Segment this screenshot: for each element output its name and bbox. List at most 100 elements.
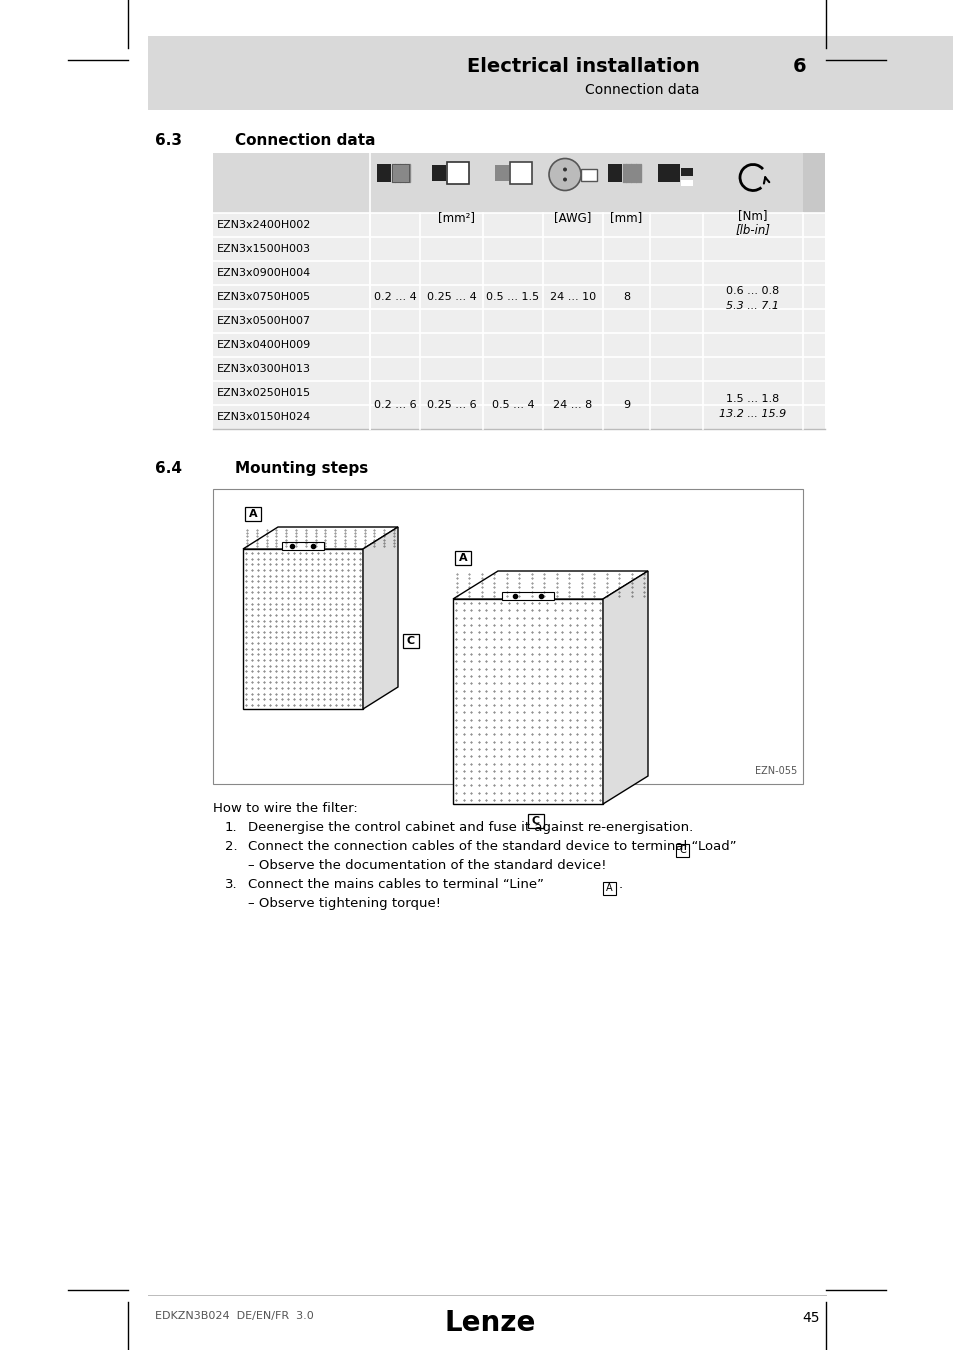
Polygon shape xyxy=(639,163,640,181)
Text: 0.2 ... 6: 0.2 ... 6 xyxy=(374,400,416,410)
Bar xyxy=(245,508,261,521)
Text: C: C xyxy=(407,636,415,647)
Text: EZN3x2400H002: EZN3x2400H002 xyxy=(216,220,311,230)
Text: 13.2 ... 15.9: 13.2 ... 15.9 xyxy=(719,409,786,418)
Bar xyxy=(447,162,469,184)
Bar xyxy=(213,309,824,333)
Text: – Observe the documentation of the standard device!: – Observe the documentation of the stand… xyxy=(248,859,606,872)
Text: C: C xyxy=(679,845,685,855)
Text: Connection data: Connection data xyxy=(234,134,375,148)
Bar xyxy=(213,261,824,285)
Polygon shape xyxy=(394,163,395,181)
Polygon shape xyxy=(396,163,398,181)
Polygon shape xyxy=(602,571,647,805)
Text: 1.5 ... 1.8: 1.5 ... 1.8 xyxy=(725,394,779,404)
Text: 8: 8 xyxy=(622,292,629,302)
Text: EZN3x0900H004: EZN3x0900H004 xyxy=(216,269,311,278)
Text: C: C xyxy=(532,815,539,826)
Text: A: A xyxy=(458,554,467,563)
Polygon shape xyxy=(401,163,403,181)
Text: 24 ... 8: 24 ... 8 xyxy=(553,400,592,410)
Bar xyxy=(501,593,554,599)
Bar xyxy=(213,405,824,429)
Bar xyxy=(243,549,363,709)
Bar xyxy=(658,163,679,181)
Text: 0.25 ... 6: 0.25 ... 6 xyxy=(426,400,476,410)
Circle shape xyxy=(562,167,566,171)
Bar xyxy=(495,165,509,181)
Text: A: A xyxy=(605,883,612,892)
Text: EZN-055: EZN-055 xyxy=(754,765,796,776)
Text: [Nm]: [Nm] xyxy=(738,209,767,221)
Bar xyxy=(510,162,532,184)
Text: How to wire the filter:: How to wire the filter: xyxy=(213,802,357,815)
Text: 6.4: 6.4 xyxy=(154,460,182,477)
Text: EZN3x1500H003: EZN3x1500H003 xyxy=(216,244,311,254)
Polygon shape xyxy=(632,163,634,181)
Polygon shape xyxy=(622,163,624,181)
Bar xyxy=(676,844,688,857)
Text: 0.5 ... 1.5: 0.5 ... 1.5 xyxy=(486,292,539,302)
Polygon shape xyxy=(392,163,393,181)
Bar xyxy=(213,213,824,238)
Text: 0.2 ... 4: 0.2 ... 4 xyxy=(374,292,416,302)
Bar xyxy=(213,381,824,405)
Text: EZN3x0400H009: EZN3x0400H009 xyxy=(216,340,311,350)
Text: EZN3x0300H013: EZN3x0300H013 xyxy=(216,364,311,374)
Text: Connect the mains cables to terminal “Line”: Connect the mains cables to terminal “Li… xyxy=(248,878,543,891)
Text: 0.6 ... 0.8: 0.6 ... 0.8 xyxy=(725,286,779,296)
Bar xyxy=(432,165,446,181)
Polygon shape xyxy=(635,163,636,181)
Text: 1.: 1. xyxy=(225,821,237,834)
Text: Deenergise the control cabinet and fuse it against re-energisation.: Deenergise the control cabinet and fuse … xyxy=(248,821,693,834)
Bar xyxy=(213,238,824,261)
Text: 2.: 2. xyxy=(225,840,237,853)
Text: 45: 45 xyxy=(801,1311,820,1324)
Text: .: . xyxy=(618,878,622,891)
Bar xyxy=(392,163,409,181)
Bar xyxy=(213,489,802,784)
Text: [mm²]: [mm²] xyxy=(437,211,475,224)
Bar xyxy=(213,285,824,309)
Text: Mounting steps: Mounting steps xyxy=(234,460,368,477)
Text: 6: 6 xyxy=(792,57,806,76)
Bar xyxy=(213,333,824,356)
Polygon shape xyxy=(409,163,410,181)
Bar xyxy=(453,599,602,805)
Bar xyxy=(282,541,324,549)
Text: 0.5 ... 4: 0.5 ... 4 xyxy=(491,400,534,410)
Bar xyxy=(402,634,418,648)
Bar xyxy=(680,167,692,176)
Text: 6.3: 6.3 xyxy=(154,134,182,148)
Text: A: A xyxy=(249,509,257,518)
Polygon shape xyxy=(625,163,626,181)
Bar xyxy=(148,36,953,109)
Text: EZN3x0750H005: EZN3x0750H005 xyxy=(216,292,311,302)
Bar xyxy=(680,180,692,185)
Text: Lenze: Lenze xyxy=(444,1310,536,1336)
Circle shape xyxy=(548,158,580,190)
Text: Connection data: Connection data xyxy=(585,82,700,97)
Bar xyxy=(455,551,471,566)
Text: – Observe tightening torque!: – Observe tightening torque! xyxy=(248,896,440,910)
Polygon shape xyxy=(627,163,629,181)
Polygon shape xyxy=(399,163,400,181)
Text: [AWG]: [AWG] xyxy=(554,211,591,224)
Bar xyxy=(376,163,391,181)
Bar xyxy=(602,882,616,895)
Polygon shape xyxy=(453,571,647,599)
Text: 5.3 ... 7.1: 5.3 ... 7.1 xyxy=(726,301,779,310)
Bar xyxy=(213,356,824,381)
Polygon shape xyxy=(406,163,408,181)
Text: 3.: 3. xyxy=(225,878,237,891)
Text: 0.25 ... 4: 0.25 ... 4 xyxy=(426,292,476,302)
Text: EZN3x0250H015: EZN3x0250H015 xyxy=(216,387,311,398)
Polygon shape xyxy=(630,163,631,181)
Polygon shape xyxy=(363,526,397,709)
Text: [lb-in]: [lb-in] xyxy=(735,223,770,236)
Bar xyxy=(607,163,621,181)
Text: Connect the connection cables of the standard device to terminal “Load”: Connect the connection cables of the sta… xyxy=(248,840,736,853)
Polygon shape xyxy=(243,526,397,549)
Text: EDKZN3B024  DE/EN/FR  3.0: EDKZN3B024 DE/EN/FR 3.0 xyxy=(154,1311,314,1322)
Bar xyxy=(802,153,824,213)
